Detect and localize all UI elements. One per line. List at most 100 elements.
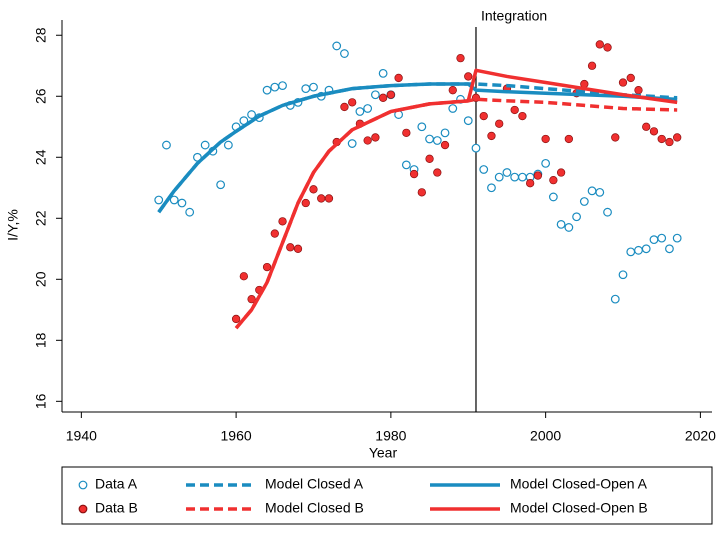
- data-point: [579, 197, 589, 206]
- data-point: [332, 41, 342, 51]
- y-tick-label: 22: [33, 210, 49, 226]
- data-point: [247, 294, 256, 304]
- data-point: [448, 104, 458, 113]
- data-point: [649, 127, 659, 136]
- data-point: [286, 243, 295, 252]
- legend-box: [61, 466, 713, 525]
- data-point: [293, 244, 303, 253]
- legend-marker: [78, 504, 88, 514]
- data-point: [549, 176, 558, 185]
- legend-marker: [78, 480, 88, 490]
- data-point: [270, 82, 280, 92]
- data-point: [673, 133, 682, 142]
- data-point: [340, 102, 349, 112]
- data-point: [402, 128, 411, 138]
- data-point: [634, 245, 643, 255]
- data-point: [463, 116, 473, 126]
- data-point: [409, 169, 419, 179]
- data-point: [417, 188, 426, 197]
- data-point: [440, 128, 450, 138]
- data-point: [595, 187, 605, 197]
- data-point: [340, 49, 349, 58]
- data-point: [301, 198, 310, 208]
- data-point: [301, 84, 311, 94]
- data-point: [510, 105, 519, 115]
- y-axis-label: I/Y,%: [5, 209, 21, 241]
- data-point: [595, 40, 604, 49]
- data-point: [587, 186, 597, 196]
- data-point: [363, 136, 372, 145]
- data-point: [541, 134, 550, 144]
- data-point: [324, 194, 334, 203]
- data-point: [533, 171, 543, 180]
- y-tick-label: 26: [33, 88, 49, 104]
- model-line: [157, 82, 678, 214]
- data-point: [309, 82, 318, 92]
- y-tick-label: 28: [33, 27, 49, 43]
- x-axis-label: Year: [369, 445, 398, 461]
- data-point: [223, 140, 233, 150]
- data-point: [603, 43, 612, 52]
- data-point: [169, 195, 179, 205]
- data-point: [564, 223, 574, 232]
- data-point: [548, 192, 558, 202]
- data-point: [556, 219, 566, 229]
- data-point: [278, 217, 287, 226]
- data-point: [386, 90, 396, 99]
- data-point: [665, 137, 674, 147]
- data-point: [611, 133, 620, 142]
- data-point: [440, 140, 450, 150]
- legend-label: Model Closed B: [265, 500, 364, 516]
- y-tick-label: 20: [33, 271, 49, 287]
- data-point: [262, 85, 272, 95]
- legend-label: Data A: [95, 476, 138, 492]
- data-point: [270, 229, 279, 238]
- y-tick-label: 24: [33, 149, 49, 165]
- data-point: [603, 207, 612, 217]
- data-point: [541, 158, 551, 168]
- data-point: [479, 165, 489, 174]
- legend-label: Model Closed-Open A: [510, 476, 648, 492]
- data-point: [154, 195, 164, 205]
- data-point: [657, 233, 667, 243]
- data-point: [464, 72, 473, 81]
- data-point: [495, 119, 504, 128]
- data-point: [433, 168, 442, 177]
- data-point: [177, 198, 187, 208]
- data-point: [355, 107, 365, 116]
- data-point: [247, 110, 256, 119]
- data-point: [216, 180, 226, 190]
- data-point: [641, 244, 651, 254]
- data-point: [502, 168, 512, 177]
- data-point: [162, 140, 171, 150]
- x-tick-label: 1940: [66, 428, 97, 444]
- legend-label: Data B: [95, 500, 138, 516]
- data-point: [401, 160, 411, 170]
- data-point: [626, 247, 636, 257]
- data-point: [348, 98, 357, 107]
- data-point: [278, 81, 287, 90]
- data-point: [510, 172, 520, 182]
- data-point: [618, 78, 628, 87]
- model-line: [234, 68, 678, 330]
- data-point: [371, 133, 380, 142]
- data-point: [425, 134, 434, 144]
- data-point: [672, 233, 682, 243]
- data-point: [626, 73, 635, 83]
- data-point: [487, 183, 496, 193]
- data-point: [634, 86, 643, 95]
- y-tick-label: 18: [33, 332, 49, 348]
- data-point: [665, 244, 674, 254]
- data-point: [231, 314, 241, 324]
- legend-label: Model Closed A: [265, 476, 364, 492]
- y-tick-label: 16: [33, 393, 49, 409]
- data-point: [239, 272, 248, 281]
- data-point: [494, 172, 504, 182]
- data-point: [185, 207, 195, 217]
- data-point: [347, 139, 357, 148]
- data-point: [417, 122, 427, 132]
- data-point: [363, 104, 373, 113]
- x-tick-label: 2020: [685, 428, 716, 444]
- data-point: [432, 136, 442, 145]
